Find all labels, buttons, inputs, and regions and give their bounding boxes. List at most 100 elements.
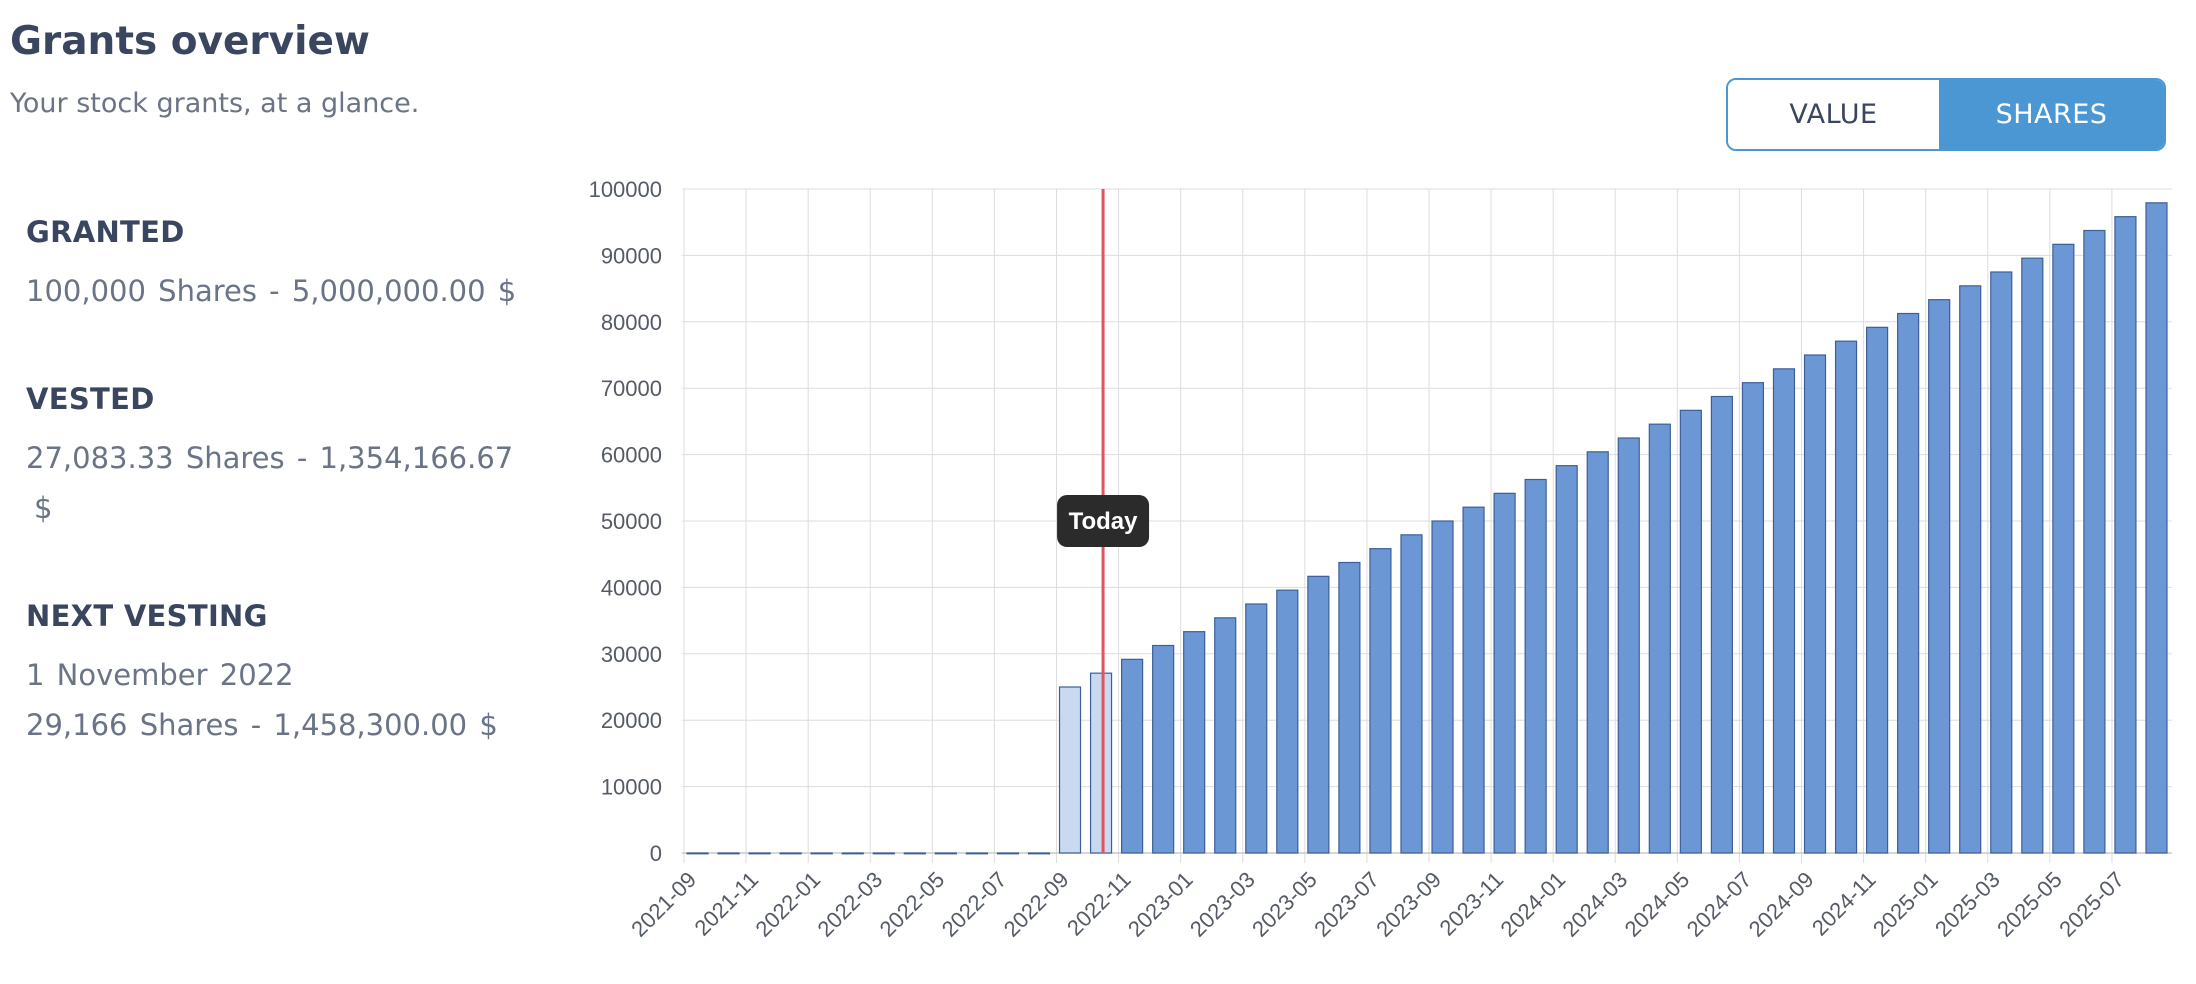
- bar: [1307, 575, 1330, 854]
- y-tick-label: 80000: [601, 310, 662, 335]
- page-title: Grants overview: [10, 19, 370, 64]
- x-tick-label: 2025-05: [1992, 867, 2067, 942]
- bar: [934, 852, 957, 855]
- bar: [1462, 506, 1485, 854]
- bar: [779, 852, 802, 855]
- bar: [1058, 686, 1082, 854]
- x-tick-label: 2025-03: [1930, 867, 2005, 942]
- today-tooltip: [1057, 495, 1150, 547]
- vested-separator: -: [296, 441, 308, 475]
- x-tick-label: 2022-05: [875, 867, 950, 942]
- bar: [1493, 492, 1516, 854]
- bar: [810, 852, 833, 855]
- bar: [1524, 478, 1547, 854]
- bar: [1152, 644, 1175, 854]
- bar: [1586, 451, 1609, 854]
- bar: [1431, 520, 1454, 854]
- x-tick-label: 2021-11: [690, 867, 764, 941]
- vested-shares: 27,083.33: [26, 441, 174, 475]
- vested-currency: $: [34, 491, 53, 525]
- y-tick-label: 70000: [601, 376, 662, 401]
- granted-shares: 100,000: [26, 274, 146, 308]
- y-tick-label: 0: [650, 841, 662, 866]
- x-tick-label: 2024-03: [1558, 867, 1633, 942]
- x-tick-label: 2025-01: [1868, 867, 1943, 942]
- bar: [1245, 603, 1268, 854]
- bar: [1772, 368, 1796, 854]
- x-tick-label: 2022-03: [813, 867, 888, 942]
- bar: [2052, 243, 2075, 854]
- x-tick-label: 2024-01: [1495, 867, 1570, 942]
- y-tick-label: 100000: [589, 177, 662, 202]
- next-vesting-value: 1,458,300.00: [273, 708, 468, 742]
- bar: [717, 852, 740, 855]
- y-tick-label: 90000: [601, 243, 662, 268]
- granted-section: GRANTED 100,000 Shares - 5,000,000.00 $: [26, 215, 546, 316]
- bar: [1928, 299, 1951, 854]
- x-tick-label: 2024-09: [1744, 867, 1819, 942]
- bar: [2083, 229, 2106, 854]
- bar: [1741, 382, 1765, 854]
- x-tick-label: 2025-07: [2054, 867, 2129, 942]
- next-vesting-shares: 29,166: [26, 708, 128, 742]
- granted-separator: -: [269, 274, 280, 308]
- bar: [1214, 617, 1237, 854]
- bar: [1338, 561, 1361, 854]
- x-tick-label: 2023-03: [1185, 867, 1260, 942]
- bar: [1089, 672, 1113, 854]
- granted-value: 5,000,000.00: [291, 274, 486, 308]
- page-subtitle: Your stock grants, at a glance.: [10, 88, 420, 119]
- today-tooltip-label: Today: [1069, 508, 1139, 535]
- x-tick-label: 2023-05: [1247, 867, 1322, 942]
- bar: [1400, 534, 1423, 854]
- x-tick-label: 2022-09: [999, 867, 1074, 942]
- y-tick-label: 50000: [601, 509, 662, 534]
- bar: [1897, 312, 1920, 854]
- bar: [2114, 216, 2137, 854]
- bar: [1834, 340, 1858, 854]
- next-vesting-date: 1 November 2022: [26, 658, 294, 692]
- bar: [1617, 437, 1640, 854]
- bar: [841, 852, 864, 855]
- bar: [1990, 271, 2013, 854]
- bar: [996, 852, 1020, 855]
- value-shares-toggle: VALUE SHARES: [1726, 78, 2166, 151]
- y-tick-label: 20000: [601, 708, 662, 733]
- x-tick-label: 2022-07: [937, 867, 1012, 942]
- x-tick-label: 2024-07: [1682, 867, 1757, 942]
- bar: [872, 852, 895, 855]
- granted-line: 100,000 Shares - 5,000,000.00 $: [26, 266, 546, 316]
- x-tick-label: 2021-09: [626, 867, 701, 942]
- bar: [2145, 202, 2168, 854]
- bar: [1369, 548, 1392, 854]
- next-vesting-currency: $: [479, 708, 498, 742]
- x-tick-label: 2024-11: [1807, 867, 1881, 941]
- vested-shares-word: Shares: [185, 441, 285, 475]
- y-tick-label: 60000: [601, 443, 662, 468]
- shares-toggle-button[interactable]: SHARES: [1939, 80, 2164, 149]
- next-vesting-heading: NEXT VESTING: [26, 599, 268, 633]
- bar: [1027, 852, 1051, 855]
- bar: [1803, 354, 1827, 854]
- vested-heading: VESTED: [26, 382, 155, 416]
- next-vesting-line: 29,166 Shares - 1,458,300.00 $: [26, 700, 546, 750]
- bar: [965, 852, 988, 855]
- bar: [1679, 409, 1702, 854]
- bar: [1183, 631, 1206, 854]
- vested-line: 27,083.33 Shares - 1,354,166.67 $: [26, 433, 546, 533]
- y-tick-label: 30000: [601, 642, 662, 667]
- bar: [1276, 589, 1299, 854]
- bar: [1121, 658, 1144, 854]
- granted-currency: $: [497, 274, 517, 308]
- x-tick-label: 2024-05: [1620, 867, 1695, 942]
- vested-section: VESTED 27,083.33 Shares - 1,354,166.67 $: [26, 382, 546, 533]
- next-vesting-section: NEXT VESTING 1 November 2022 29,166 Shar…: [26, 599, 546, 750]
- granted-shares-word: Shares: [158, 274, 257, 308]
- next-vesting-separator: -: [250, 708, 262, 742]
- bar: [1959, 285, 1982, 854]
- x-tick-label: 2023-07: [1309, 867, 1384, 942]
- y-tick-label: 10000: [601, 775, 662, 800]
- value-toggle-button[interactable]: VALUE: [1728, 80, 1939, 149]
- bar: [2021, 257, 2044, 854]
